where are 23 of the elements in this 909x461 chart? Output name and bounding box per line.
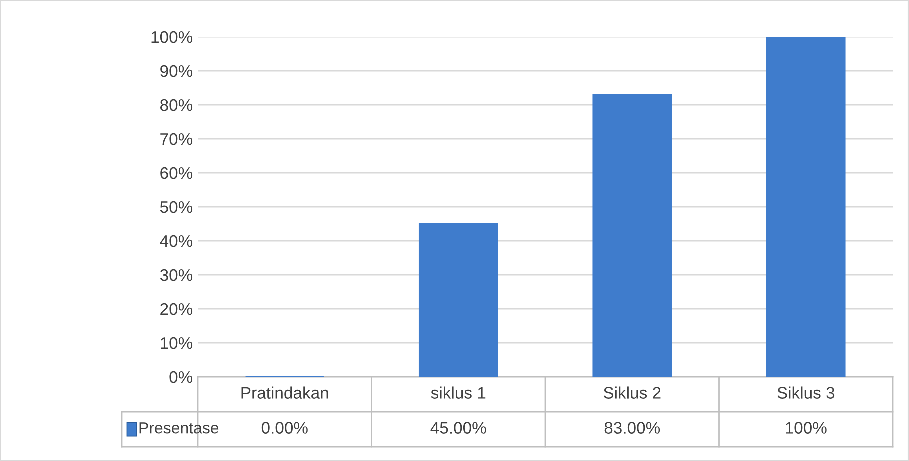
y-tick-label: 80% bbox=[160, 99, 193, 112]
x-tick-label: Pratindakan bbox=[242, 386, 328, 399]
y-tick-label: 20% bbox=[160, 303, 193, 316]
bar bbox=[418, 223, 498, 377]
y-tick-label: 90% bbox=[160, 65, 193, 78]
data-label: 83.00% bbox=[604, 422, 660, 434]
x-tick-label: siklus 1 bbox=[431, 386, 486, 399]
y-tick-label: 50% bbox=[160, 201, 193, 214]
y-tick-label: 100% bbox=[152, 31, 193, 44]
y-tick-label: 30% bbox=[160, 269, 193, 282]
bar bbox=[766, 37, 846, 377]
bar bbox=[592, 94, 672, 377]
y-tick-label: 60% bbox=[160, 167, 193, 180]
y-tick-label: 0% bbox=[170, 371, 193, 384]
y-tick-label: 40% bbox=[160, 235, 193, 248]
data-label: 100% bbox=[786, 422, 827, 434]
y-tick-label: 10% bbox=[161, 337, 193, 350]
x-tick-label: Siklus 3 bbox=[778, 386, 835, 399]
data-label: 45.00% bbox=[430, 422, 486, 434]
x-tick-label: Siklus 2 bbox=[604, 386, 661, 399]
data-label: 0.00% bbox=[262, 422, 308, 434]
y-tick-label: 70% bbox=[160, 133, 193, 146]
legend-label: Presentase bbox=[140, 422, 219, 434]
